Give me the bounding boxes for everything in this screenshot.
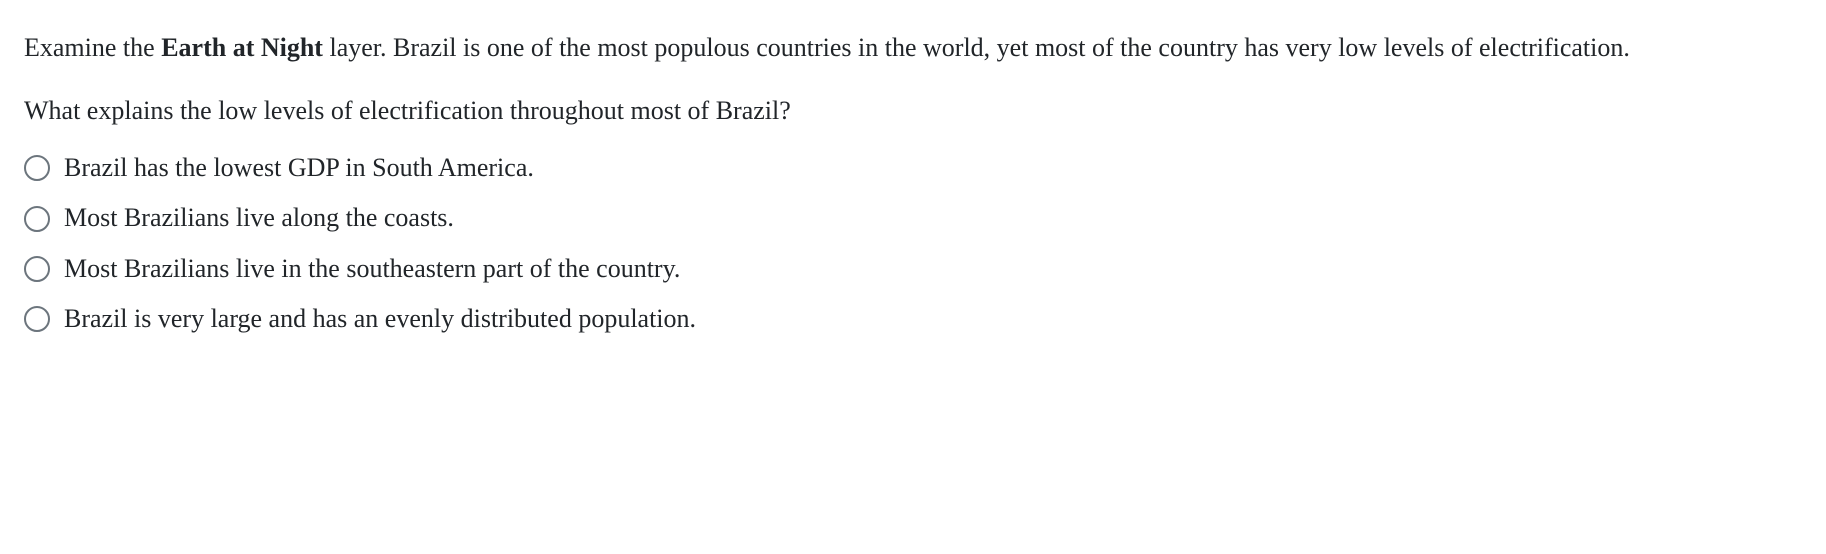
option-label: Brazil is very large and has an evenly d… <box>64 301 696 337</box>
radio-icon <box>24 256 50 282</box>
option-label: Brazil has the lowest GDP in South Ameri… <box>64 150 534 186</box>
radio-icon <box>24 155 50 181</box>
intro-prefix: Examine the <box>24 33 161 62</box>
intro-suffix: layer. Brazil is one of the most populou… <box>323 33 1630 62</box>
question-text: What explains the low levels of electrif… <box>24 91 1802 130</box>
options-group: Brazil has the lowest GDP in South Ameri… <box>24 150 1802 338</box>
option-row[interactable]: Brazil has the lowest GDP in South Ameri… <box>24 150 1802 186</box>
option-row[interactable]: Most Brazilians live along the coasts. <box>24 200 1802 236</box>
radio-icon <box>24 306 50 332</box>
option-label: Most Brazilians live in the southeastern… <box>64 251 680 287</box>
option-label: Most Brazilians live along the coasts. <box>64 200 454 236</box>
option-row[interactable]: Most Brazilians live in the southeastern… <box>24 251 1802 287</box>
option-row[interactable]: Brazil is very large and has an evenly d… <box>24 301 1802 337</box>
radio-icon <box>24 206 50 232</box>
intro-paragraph: Examine the Earth at Night layer. Brazil… <box>24 28 1802 67</box>
intro-bold: Earth at Night <box>161 33 323 62</box>
